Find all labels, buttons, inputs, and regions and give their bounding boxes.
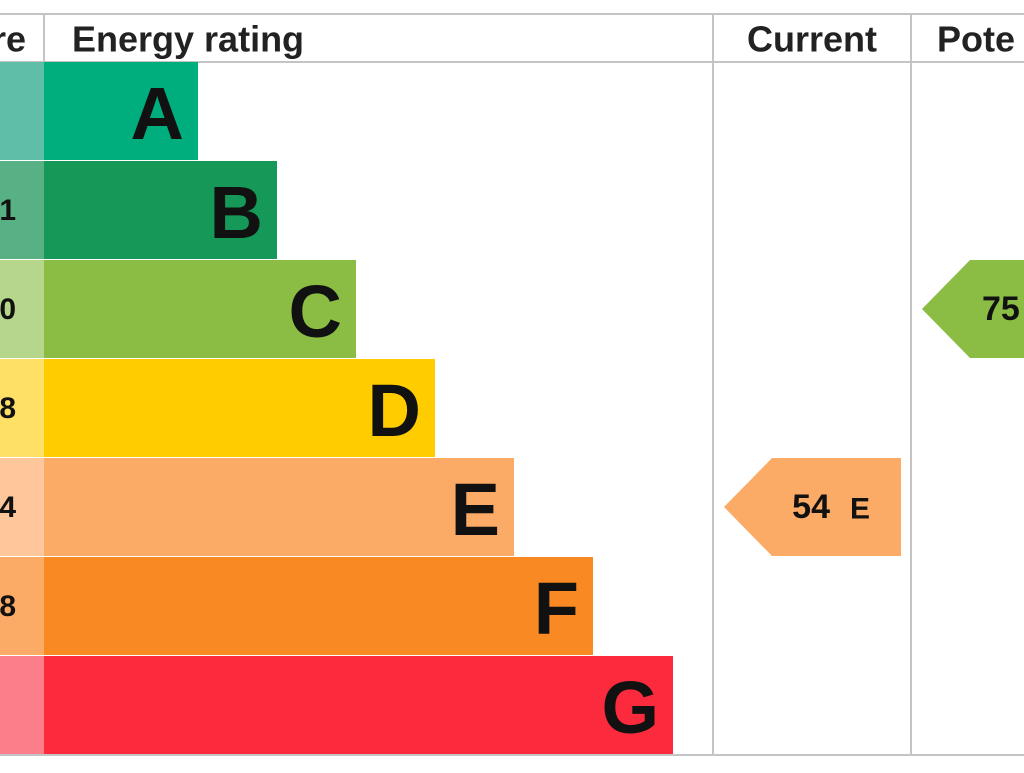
band-letter: D xyxy=(368,369,421,452)
current-header: Current xyxy=(747,19,877,60)
band-letter: F xyxy=(534,567,579,650)
band-letter: A xyxy=(131,72,184,155)
rating-bar xyxy=(44,359,435,457)
current-arrow xyxy=(724,458,901,556)
band-letter: C xyxy=(289,270,342,353)
score-cell xyxy=(0,359,44,457)
rating-bar xyxy=(44,62,198,160)
band-letter: G xyxy=(601,666,659,749)
current-value: 54 xyxy=(792,488,830,526)
rating-bar xyxy=(44,557,593,655)
rating-bar xyxy=(44,656,673,754)
score-cell xyxy=(0,656,44,754)
score-cell xyxy=(0,62,44,160)
potential-arrow xyxy=(922,260,1024,358)
rating-header: Energy rating xyxy=(72,19,304,60)
rating-bar xyxy=(44,161,277,259)
rating-bar xyxy=(44,260,356,358)
score-label: 4 xyxy=(0,491,16,524)
score-label: 0 xyxy=(0,293,16,326)
current-letter: E xyxy=(850,493,870,526)
band-letter: B xyxy=(210,171,263,254)
rating-bar xyxy=(44,458,514,556)
score-label: 8 xyxy=(0,590,16,623)
score-cell xyxy=(0,557,44,655)
score-cell xyxy=(0,458,44,556)
potential-value: 75 xyxy=(982,290,1020,328)
potential-header: Pote xyxy=(937,19,1015,60)
score-cell xyxy=(0,260,44,358)
score-label: 1 xyxy=(0,194,16,227)
band-letter: E xyxy=(451,468,500,551)
score-header: re xyxy=(0,19,26,60)
score-cell xyxy=(0,161,44,259)
score-label: 8 xyxy=(0,392,16,425)
